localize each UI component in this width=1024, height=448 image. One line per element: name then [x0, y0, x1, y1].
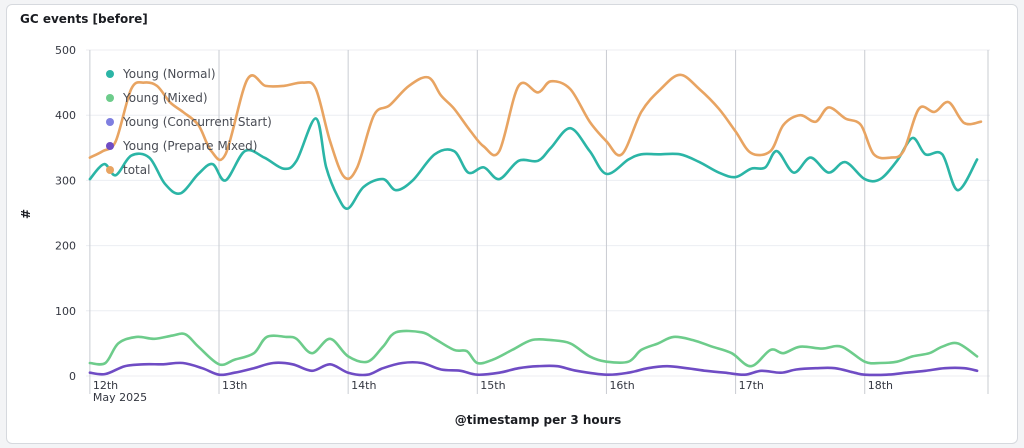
series-line-total [88, 73, 983, 181]
y-tick-label: 100 [55, 305, 76, 318]
legend-marker [106, 118, 114, 126]
series-line-young-prepare-mixed [88, 360, 979, 377]
x-tick-sublabel: May 2025 [93, 391, 147, 404]
x-tick-label: 16th [609, 379, 634, 392]
series-layer [88, 73, 983, 377]
legend-marker [106, 166, 114, 174]
y-tick-label: 400 [55, 109, 76, 122]
y-axis-label: # [19, 209, 33, 219]
x-tick-label: 12th [93, 379, 118, 392]
panel-title: GC events [before] [20, 12, 148, 26]
y-tick-label: 300 [55, 174, 76, 187]
legend: Young (Normal) Young (Mixed) Young (Concur… [106, 67, 272, 177]
x-tick-label: 14th [351, 379, 376, 392]
legend-marker [106, 70, 114, 78]
x-axis-label: @timestamp per 3 hours [455, 413, 621, 427]
legend-entry: Young (Normal) [122, 67, 216, 81]
x-tick-label: 18th [868, 379, 893, 392]
legend-entry: total [123, 163, 150, 177]
x-tick-label: 13th [222, 379, 247, 392]
x-tick-label: 17th [739, 379, 764, 392]
legend-marker [106, 142, 114, 150]
legend-entry: Young (Prepare Mixed) [122, 139, 257, 153]
x-tick-label: 15th [480, 379, 505, 392]
legend-entry: Young (Mixed) [122, 91, 208, 105]
series-line-young-normal [88, 117, 979, 210]
y-tick-label: 0 [69, 370, 76, 383]
legend-entry: Young (Concurrent Start) [122, 115, 272, 129]
series-line-young-mixed [88, 329, 979, 368]
axes: # @timestamp per 3 hours [19, 209, 621, 427]
legend-marker [106, 94, 114, 102]
y-tick-label: 500 [55, 44, 76, 57]
y-tick-label: 200 [55, 240, 76, 253]
